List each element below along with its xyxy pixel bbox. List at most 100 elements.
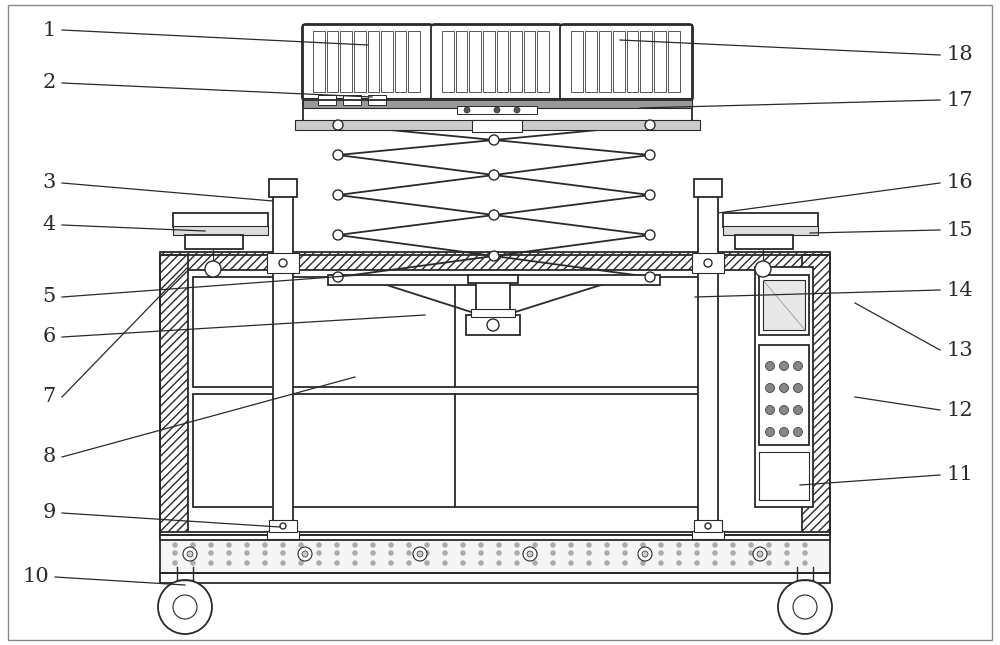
Circle shape bbox=[334, 542, 340, 548]
Bar bbox=[469, 31, 481, 92]
Circle shape bbox=[333, 230, 343, 240]
Bar bbox=[408, 31, 420, 92]
Circle shape bbox=[568, 542, 574, 548]
Bar bbox=[694, 179, 722, 197]
Bar bbox=[173, 226, 268, 235]
Circle shape bbox=[645, 230, 655, 240]
Circle shape bbox=[640, 542, 646, 548]
Circle shape bbox=[532, 561, 538, 566]
Circle shape bbox=[487, 319, 499, 331]
Circle shape bbox=[794, 406, 802, 415]
Circle shape bbox=[205, 261, 221, 277]
Circle shape bbox=[302, 551, 308, 557]
Bar bbox=[160, 252, 830, 270]
Circle shape bbox=[489, 135, 499, 145]
Circle shape bbox=[640, 550, 646, 555]
Text: 4: 4 bbox=[43, 215, 56, 235]
Bar bbox=[468, 275, 518, 283]
Circle shape bbox=[645, 150, 655, 160]
Bar bbox=[442, 31, 454, 92]
Circle shape bbox=[514, 561, 520, 566]
Circle shape bbox=[479, 542, 484, 548]
Bar bbox=[456, 31, 467, 92]
Text: 13: 13 bbox=[946, 341, 973, 359]
Text: 7: 7 bbox=[43, 388, 56, 406]
Bar bbox=[698, 195, 718, 537]
Circle shape bbox=[316, 542, 322, 548]
Text: 11: 11 bbox=[946, 466, 973, 484]
Circle shape bbox=[226, 561, 232, 566]
Circle shape bbox=[755, 261, 771, 277]
Circle shape bbox=[532, 550, 538, 555]
Bar bbox=[537, 31, 549, 92]
Bar bbox=[343, 95, 361, 105]
Circle shape bbox=[748, 550, 754, 555]
Bar bbox=[476, 277, 510, 317]
Circle shape bbox=[173, 561, 178, 566]
Circle shape bbox=[638, 547, 652, 561]
Circle shape bbox=[158, 580, 212, 634]
Bar bbox=[354, 31, 366, 92]
Circle shape bbox=[712, 561, 718, 566]
Circle shape bbox=[406, 542, 412, 548]
Bar bbox=[759, 275, 809, 335]
Circle shape bbox=[748, 561, 754, 566]
Circle shape bbox=[388, 561, 394, 566]
Circle shape bbox=[316, 550, 322, 555]
Circle shape bbox=[514, 107, 520, 113]
Bar bbox=[185, 235, 243, 249]
Circle shape bbox=[793, 595, 817, 619]
Bar bbox=[368, 31, 379, 92]
Circle shape bbox=[753, 547, 767, 561]
Bar bbox=[599, 31, 611, 92]
Circle shape bbox=[532, 542, 538, 548]
Bar bbox=[471, 309, 515, 317]
Circle shape bbox=[370, 550, 376, 555]
Circle shape bbox=[424, 561, 430, 566]
Circle shape bbox=[645, 190, 655, 200]
Bar bbox=[267, 253, 299, 273]
Circle shape bbox=[442, 561, 448, 566]
Bar bbox=[160, 573, 830, 583]
Circle shape bbox=[780, 406, 788, 415]
Circle shape bbox=[705, 523, 711, 529]
Bar bbox=[160, 535, 830, 573]
Circle shape bbox=[802, 561, 808, 566]
Circle shape bbox=[489, 210, 499, 220]
Circle shape bbox=[766, 361, 774, 370]
Circle shape bbox=[388, 550, 394, 555]
Circle shape bbox=[298, 547, 312, 561]
Circle shape bbox=[645, 120, 655, 130]
Bar bbox=[368, 95, 386, 105]
Circle shape bbox=[604, 542, 610, 548]
Circle shape bbox=[694, 561, 700, 566]
Bar bbox=[571, 31, 583, 92]
Text: 17: 17 bbox=[946, 90, 973, 110]
Circle shape bbox=[794, 384, 802, 393]
Bar bbox=[303, 25, 692, 100]
Circle shape bbox=[406, 561, 412, 566]
Bar bbox=[160, 532, 830, 540]
Circle shape bbox=[694, 542, 700, 548]
Circle shape bbox=[479, 561, 484, 566]
Bar bbox=[269, 520, 297, 532]
Circle shape bbox=[568, 561, 574, 566]
Bar bbox=[457, 106, 537, 114]
Bar bbox=[735, 235, 793, 249]
Bar bbox=[466, 315, 520, 335]
Circle shape bbox=[586, 550, 592, 555]
Circle shape bbox=[730, 550, 736, 555]
Circle shape bbox=[496, 561, 502, 566]
Circle shape bbox=[183, 547, 197, 561]
Circle shape bbox=[406, 550, 412, 555]
Bar bbox=[585, 31, 597, 92]
Circle shape bbox=[479, 550, 484, 555]
Circle shape bbox=[496, 542, 502, 548]
Circle shape bbox=[550, 550, 556, 555]
Bar bbox=[327, 31, 338, 92]
Circle shape bbox=[280, 561, 286, 566]
Circle shape bbox=[645, 272, 655, 282]
Circle shape bbox=[424, 550, 430, 555]
Circle shape bbox=[442, 542, 448, 548]
Circle shape bbox=[748, 542, 754, 548]
